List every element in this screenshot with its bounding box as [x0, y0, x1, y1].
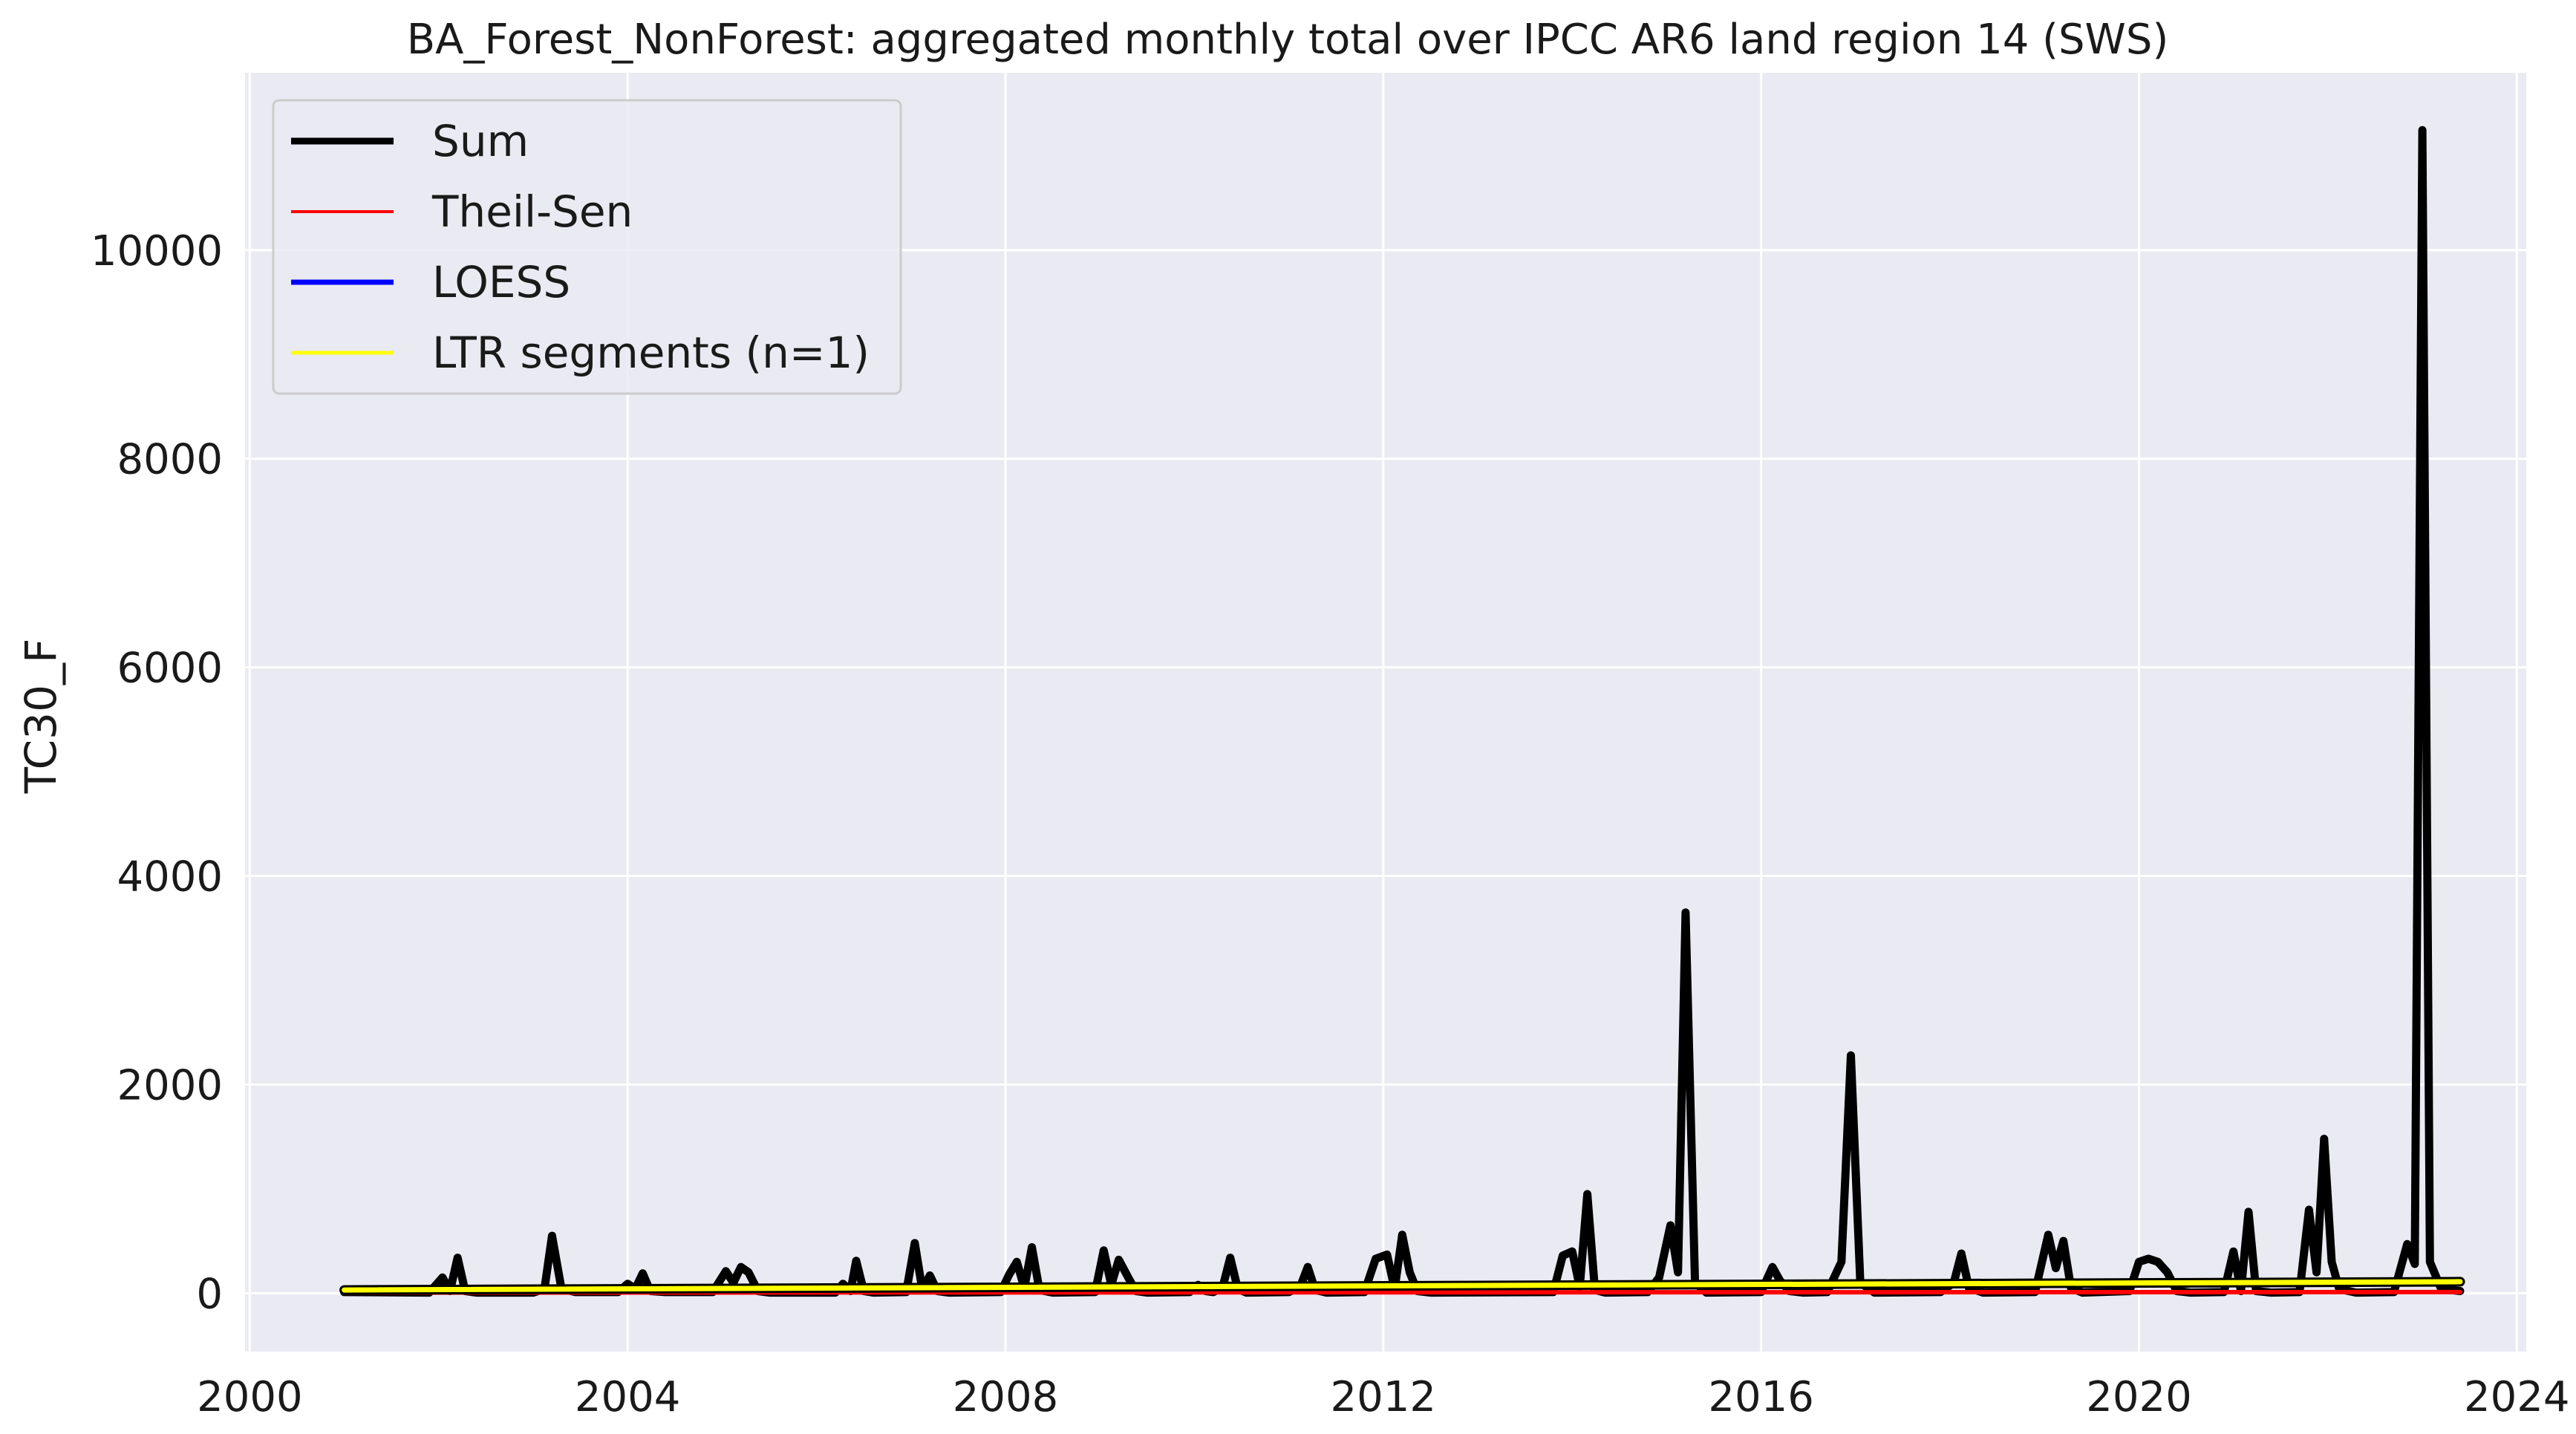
legend-box — [272, 99, 902, 395]
series-ltr-segments-n-1-line — [342, 1279, 2463, 1293]
y-tick-label: 8000 — [117, 436, 223, 484]
x-tick-label: 2000 — [197, 1373, 303, 1421]
x-tick-label: 2016 — [1708, 1373, 1814, 1421]
legend-label: LOESS — [432, 257, 570, 307]
series-layer — [339, 126, 2465, 1297]
y-tick-label: 0 — [196, 1270, 223, 1318]
legend-label: Sum — [432, 116, 529, 166]
x-tick-label: 2008 — [953, 1373, 1059, 1421]
ticks: 2000 2004 2008 2012 2016 2020 2024 0 2000 4000 600… — [91, 227, 2570, 1421]
x-tick-label: 2012 — [1331, 1373, 1437, 1421]
legend-items: Sum Theil-Sen LOESS LTR segments (n=1) — [291, 116, 870, 378]
legend-label: LTR segments (n=1) — [432, 327, 870, 378]
chart-title: BA_Forest_NonForest: aggregated monthly … — [407, 16, 2169, 64]
x-tick-label: 2004 — [575, 1373, 681, 1421]
y-tick-label: 2000 — [117, 1061, 223, 1109]
y-tick-label: 10000 — [91, 227, 223, 276]
x-tick-label: 2024 — [2464, 1373, 2570, 1421]
x-tick-label: 2020 — [2086, 1373, 2192, 1421]
y-axis-label: TC30_F — [16, 639, 66, 795]
y-tick-label: 4000 — [117, 853, 223, 902]
y-tick-label: 6000 — [117, 645, 223, 693]
legend: Sum Theil-Sen LOESS LTR segments (n=1) — [272, 99, 902, 395]
series-sum-line — [340, 126, 2465, 1297]
legend-label: Theil-Sen — [431, 186, 633, 237]
